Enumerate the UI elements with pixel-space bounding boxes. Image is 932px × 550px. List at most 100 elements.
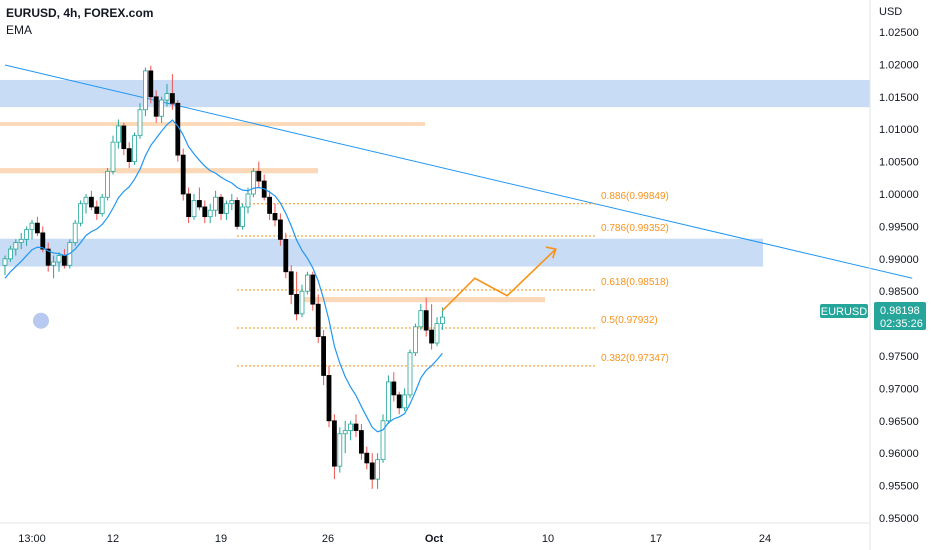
price-tick-label: 1.00500 xyxy=(879,157,919,169)
candle-body xyxy=(348,423,354,431)
candle xyxy=(164,83,170,107)
fib-label: 0.382(0.97347) xyxy=(601,353,669,364)
fib-label: 0.886(0.99849) xyxy=(601,191,669,202)
price-tick-label: 1.02000 xyxy=(879,59,919,71)
event-marker-dot xyxy=(33,312,49,329)
candle-body xyxy=(434,323,440,344)
ema-layer xyxy=(4,119,443,433)
candle xyxy=(272,203,278,227)
candle xyxy=(175,100,181,162)
candle-body xyxy=(310,274,316,305)
candle xyxy=(191,194,197,220)
candle xyxy=(299,284,305,318)
candle-body xyxy=(439,316,445,324)
candle xyxy=(342,420,348,454)
price-tick-label: 1.00000 xyxy=(879,189,919,201)
candle xyxy=(240,203,246,230)
price-tick-label: 1.01500 xyxy=(879,92,919,104)
candle-body xyxy=(99,196,105,214)
price-tick-label: 0.99500 xyxy=(879,221,919,233)
candle xyxy=(24,226,30,246)
candle xyxy=(434,317,440,347)
candle xyxy=(391,372,397,402)
orange-zone xyxy=(0,122,425,126)
candle-body xyxy=(51,261,56,266)
candle-body xyxy=(18,238,24,244)
price-tick-label: 1.01000 xyxy=(879,124,919,136)
candle-body xyxy=(78,203,83,224)
time-tick-label: 12 xyxy=(107,533,119,545)
symbol-title[interactable]: EURUSD, 4h, FOREX.com xyxy=(6,6,154,20)
candle-body xyxy=(423,310,429,331)
time-tick-label: 24 xyxy=(759,533,771,545)
candle-body xyxy=(7,248,13,260)
candle xyxy=(423,297,429,337)
candle xyxy=(402,388,408,412)
candle xyxy=(132,132,138,165)
candle xyxy=(121,122,127,156)
candle xyxy=(364,446,370,470)
candle xyxy=(213,190,219,217)
symbol-tag: EURUSD xyxy=(821,306,868,318)
symbol-tag-bg xyxy=(820,304,868,318)
candle-body xyxy=(283,238,289,273)
price-tag: EURUSD 0.98198 02:35:26 xyxy=(820,302,926,330)
candle-body xyxy=(196,200,202,208)
candle-body xyxy=(240,206,246,227)
candle xyxy=(148,65,154,104)
candle-body xyxy=(148,70,154,98)
candle xyxy=(304,271,310,295)
candle-body xyxy=(40,232,46,250)
candle-body xyxy=(234,200,240,227)
candle xyxy=(337,427,343,473)
price-tick-label: 0.95500 xyxy=(879,481,919,493)
zones-layer xyxy=(0,79,870,303)
candle xyxy=(18,232,24,250)
candle-body xyxy=(110,141,116,172)
candle-body xyxy=(337,433,343,467)
candle-body xyxy=(267,196,273,214)
candle-body xyxy=(169,93,175,104)
candle-body xyxy=(186,193,192,218)
candle-body xyxy=(213,196,219,211)
candle-body xyxy=(24,229,30,240)
candle-body xyxy=(245,193,251,208)
price-tick-label: 0.99000 xyxy=(879,254,919,266)
price-tag-value: 0.98198 xyxy=(880,305,920,317)
candle xyxy=(412,323,418,356)
candle-body xyxy=(164,93,170,101)
candle-body xyxy=(137,109,143,137)
candle-body xyxy=(369,462,375,480)
candle-body xyxy=(121,125,127,150)
candle xyxy=(348,420,354,441)
price-tick-label: 1.02500 xyxy=(879,27,919,39)
time-tick-label: Oct xyxy=(425,533,444,545)
candle xyxy=(110,135,116,175)
candle-body xyxy=(223,203,229,214)
fib-label: 0.5(0.97932) xyxy=(601,315,658,326)
candle-body xyxy=(277,219,283,240)
time-tick-label: 13:00 xyxy=(18,533,46,545)
candle xyxy=(315,294,321,344)
candle-body xyxy=(94,206,100,214)
price-tick-label: 0.96500 xyxy=(879,416,919,428)
candle-body xyxy=(116,125,121,143)
candle-body xyxy=(105,170,110,198)
time-tick-label: 19 xyxy=(215,533,227,545)
price-tag-countdown: 02:35:26 xyxy=(880,318,923,330)
blue-zone xyxy=(0,79,870,108)
candle xyxy=(89,190,94,211)
candle xyxy=(283,232,289,279)
price-tick-label: 0.95000 xyxy=(879,513,919,525)
candle xyxy=(358,424,364,460)
candle-body xyxy=(89,196,94,208)
candle xyxy=(245,187,251,214)
candle xyxy=(83,194,89,214)
indicator-label[interactable]: EMA xyxy=(6,23,33,37)
candle xyxy=(116,119,121,149)
candle-body xyxy=(391,381,397,396)
candle xyxy=(353,414,359,437)
candles-layer xyxy=(2,65,445,489)
candle xyxy=(277,213,283,246)
